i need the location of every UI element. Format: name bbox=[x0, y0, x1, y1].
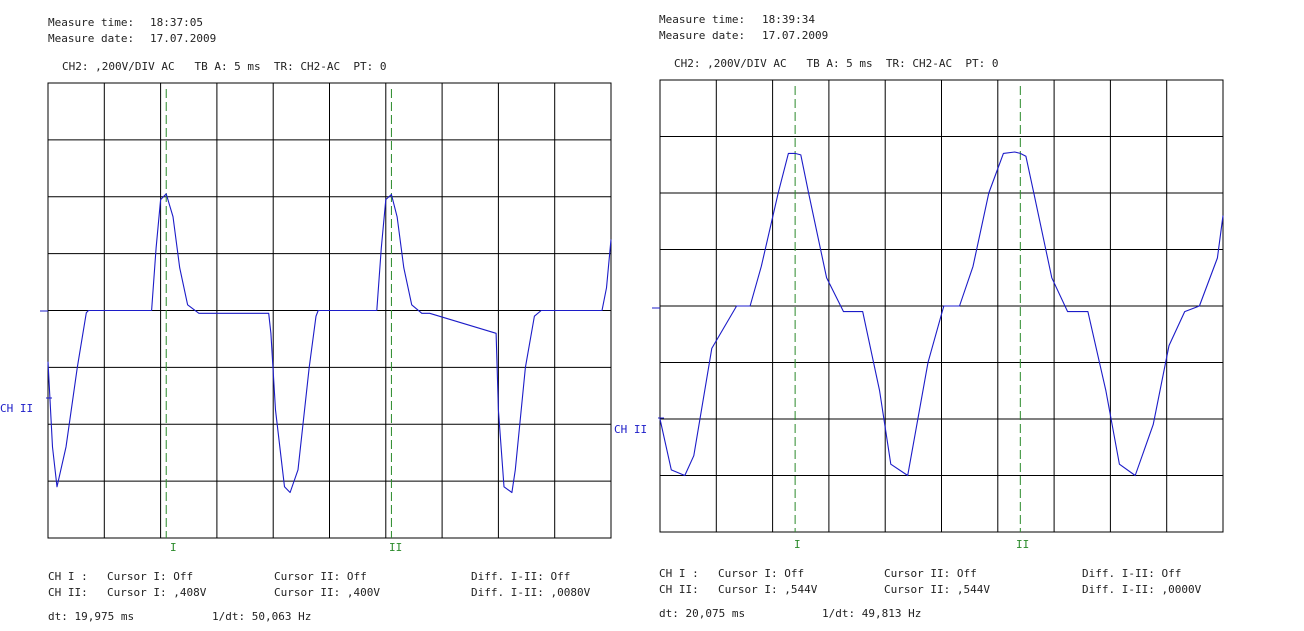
ch2-cursor2: Cursor II: ,400V bbox=[274, 586, 380, 599]
measure-date-label: Measure date: bbox=[48, 32, 135, 45]
inv-dt-readout: 1/dt: 49,813 Hz bbox=[822, 607, 922, 620]
scope-panel-1: Measure time: 18:37:05 Measure date: 17.… bbox=[0, 16, 612, 623]
ch1-label: CH I : bbox=[659, 567, 699, 580]
channel-marker: CH II bbox=[614, 423, 648, 436]
cursor-label-ii: II bbox=[1016, 538, 1030, 551]
ch1-cursor2: Cursor II: Off bbox=[274, 570, 367, 583]
cursor-label-i: I bbox=[170, 541, 177, 554]
measure-time-label: Measure time: bbox=[659, 13, 746, 26]
channel-marker: CH II bbox=[0, 402, 34, 415]
measure-time-label: Measure time: bbox=[48, 16, 135, 29]
measure-date-label: Measure date: bbox=[659, 29, 746, 42]
oscilloscope-chart-1 bbox=[40, 82, 612, 539]
measure-date-value: 17.07.2009 bbox=[762, 29, 829, 42]
measure-time-value: 18:39:34 bbox=[762, 13, 815, 26]
waveform-trace bbox=[47, 193, 612, 494]
ch1-cursor2: Cursor II: Off bbox=[884, 567, 977, 580]
ch1-diff: Diff. I-II: Off bbox=[471, 570, 571, 583]
measure-time-value: 18:37:05 bbox=[150, 16, 203, 29]
ch2-diff: Diff. I-II: ,0080V bbox=[471, 586, 591, 599]
cursor-label-i: I bbox=[794, 538, 801, 551]
ch2-cursor1: Cursor I: ,544V bbox=[718, 583, 818, 596]
ch1-cursor1: Cursor I: Off bbox=[718, 567, 805, 580]
ch2-label: CH II: bbox=[659, 583, 699, 596]
measure-date-value: 17.07.2009 bbox=[150, 32, 217, 45]
waveform-trace bbox=[659, 151, 1224, 477]
ch2-cursor2: Cursor II: ,544V bbox=[884, 583, 990, 596]
scope-panel-2: Measure time: 18:39:34 Measure date: 17.… bbox=[614, 0, 1304, 631]
inv-dt-readout: 1/dt: 50,063 Hz bbox=[212, 610, 312, 623]
dt-readout: dt: 20,075 ms bbox=[659, 607, 746, 620]
ch1-diff: Diff. I-II: Off bbox=[1082, 567, 1182, 580]
ch1-cursor1: Cursor I: Off bbox=[107, 570, 194, 583]
ch2-label: CH II: bbox=[48, 586, 88, 599]
scope-settings: CH2: ,200V/DIV AC TB A: 5 ms TR: CH2-AC … bbox=[674, 57, 999, 70]
ch2-cursor1: Cursor I: ,408V bbox=[107, 586, 207, 599]
scope-settings: CH2: ,200V/DIV AC TB A: 5 ms TR: CH2-AC … bbox=[62, 60, 387, 73]
ch2-diff: Diff. I-II: ,0000V bbox=[1082, 583, 1202, 596]
oscilloscope-chart-2 bbox=[652, 79, 1224, 533]
dt-readout: dt: 19,975 ms bbox=[48, 610, 135, 623]
ch1-label: CH I : bbox=[48, 570, 88, 583]
cursor-label-ii: II bbox=[389, 541, 403, 554]
